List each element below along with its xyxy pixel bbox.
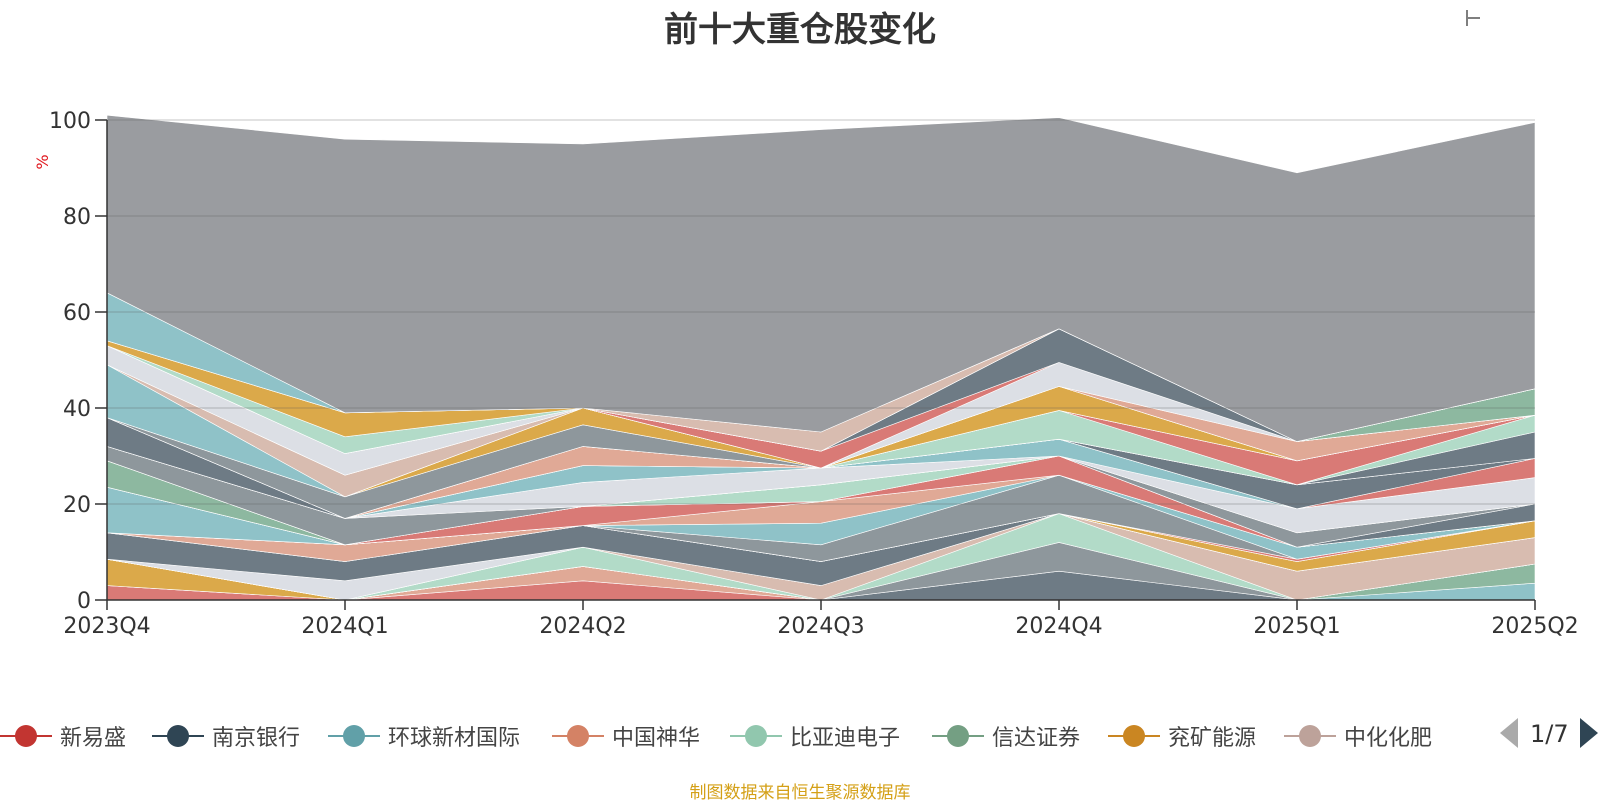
legend-prev-page-button[interactable]	[1500, 718, 1518, 748]
x-tick-label: 2025Q1	[1253, 614, 1340, 639]
legend-label: 环球新材国际	[388, 726, 521, 751]
x-tick-label: 2024Q2	[539, 614, 626, 639]
x-tick-label: 2024Q4	[1015, 614, 1102, 639]
legend-truncated-item	[1464, 0, 1480, 36]
y-tick-label: 0	[77, 589, 91, 614]
y-tick-label: 20	[63, 493, 91, 518]
legend-label: 信达证券	[992, 726, 1081, 751]
source-note: 制图数据来自恒生聚源数据库	[689, 783, 911, 803]
area-band-44	[106, 114, 1536, 442]
x-tick-label: 2024Q3	[777, 614, 864, 639]
legend-item[interactable]: 中国神华	[552, 718, 700, 754]
legend-symbol-icon	[0, 718, 52, 754]
legend-item[interactable]: 新易盛	[0, 718, 126, 754]
legend-item[interactable]: 兖矿能源	[1108, 718, 1256, 754]
y-tick-label: 60	[63, 301, 91, 326]
legend-item[interactable]: 中化化肥	[1284, 718, 1432, 754]
area-layer	[106, 114, 1536, 601]
legend-label: 兖矿能源	[1168, 726, 1257, 751]
grid-layer	[107, 119, 1535, 601]
x-tick-label: 2024Q1	[301, 614, 388, 639]
legend: 新易盛 南京银行 环球新材国际 中国神华 比亚迪电子 信达证券 兖矿能源 中化化肥	[0, 718, 1600, 754]
y-tick-label: 80	[63, 205, 91, 230]
legend-symbol-icon	[328, 718, 380, 754]
y-tick-label: 100	[49, 109, 91, 134]
y-tick-label: 40	[63, 397, 91, 422]
legend-symbol-icon	[730, 718, 782, 754]
legend-symbol-icon	[1284, 718, 1336, 754]
x-tick-label: 2025Q2	[1491, 614, 1578, 639]
legend-label: 新易盛	[60, 726, 127, 751]
legend-symbol-icon	[1108, 718, 1160, 754]
axis-layer: 0 20 40 60 80 100 2023Q4 2024Q1 2024Q2 2024Q3 2024…	[49, 109, 1579, 639]
chart-title: 前十大重仓股变化	[664, 10, 936, 50]
legend-item[interactable]: 比亚迪电子	[730, 718, 900, 754]
legend-symbol-icon	[932, 718, 984, 754]
legend-next-page-button[interactable]	[1580, 718, 1598, 748]
legend-label: 中化化肥	[1344, 726, 1433, 751]
y-axis-unit-label: %	[33, 154, 52, 169]
legend-label: 南京银行	[212, 726, 301, 751]
legend-page-indicator: 1/7	[1530, 720, 1569, 748]
legend-symbol-icon	[152, 718, 204, 754]
legend-symbol-icon	[552, 718, 604, 754]
legend-item[interactable]: 环球新材国际	[328, 718, 520, 754]
legend-label: 比亚迪电子	[790, 726, 901, 751]
legend-item[interactable]: 南京银行	[152, 718, 300, 754]
legend-item[interactable]: 信达证券	[932, 718, 1080, 754]
legend-label: 中国神华	[612, 726, 701, 751]
x-tick-label: 2023Q4	[63, 614, 150, 639]
